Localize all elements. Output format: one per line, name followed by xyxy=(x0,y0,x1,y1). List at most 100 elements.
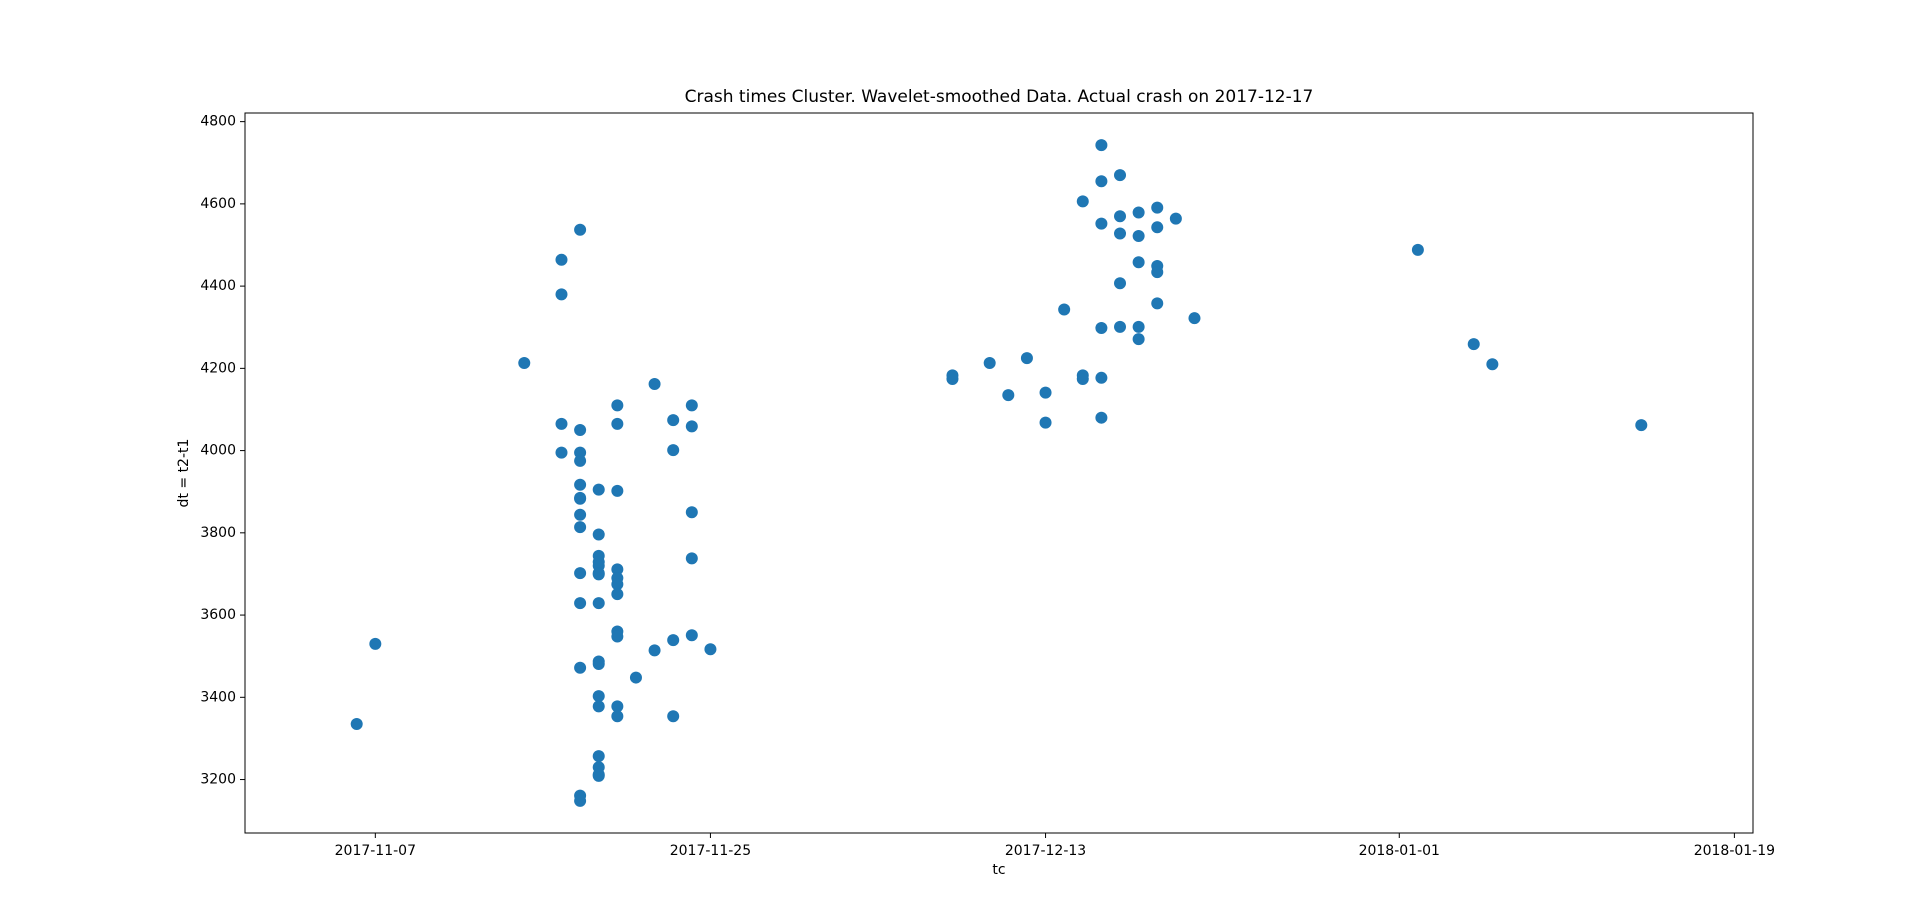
scatter-point xyxy=(574,454,587,467)
scatter-point xyxy=(1002,389,1015,402)
scatter-point xyxy=(574,223,587,236)
scatter-point xyxy=(518,357,531,370)
scatter-point xyxy=(574,794,587,807)
scatter-point xyxy=(1635,419,1648,432)
x-tick-label: 2017-12-13 xyxy=(1005,843,1086,859)
scatter-point xyxy=(1114,277,1127,290)
scatter-point xyxy=(667,414,680,427)
scatter-point xyxy=(1095,322,1108,335)
scatter-point xyxy=(1132,333,1145,346)
scatter-point xyxy=(1169,212,1182,225)
scatter-point xyxy=(611,578,624,591)
x-tick-label: 2018-01-01 xyxy=(1359,843,1440,859)
scatter-point xyxy=(983,357,996,370)
y-tick-label: 3800 xyxy=(200,525,236,541)
scatter-point xyxy=(1114,227,1127,240)
scatter-point xyxy=(1151,297,1164,310)
scatter-point xyxy=(648,377,661,390)
scatter-point xyxy=(592,597,605,610)
scatter-point xyxy=(369,637,382,650)
scatter-point xyxy=(1188,312,1201,325)
scatter-point xyxy=(1095,175,1108,188)
x-tick-label: 2017-11-07 xyxy=(335,843,416,859)
scatter-point xyxy=(629,671,642,684)
y-axis-label: dt = t2-t1 xyxy=(176,439,192,508)
scatter-point xyxy=(685,399,698,412)
scatter-point xyxy=(350,718,363,731)
scatter-point xyxy=(592,690,605,703)
scatter-point xyxy=(685,506,698,519)
scatter-point xyxy=(1095,411,1108,424)
scatter-point xyxy=(592,700,605,713)
scatter-point xyxy=(1467,338,1480,351)
chart-title: Crash times Cluster. Wavelet-smoothed Da… xyxy=(685,87,1314,107)
scatter-point xyxy=(574,567,587,580)
scatter-point xyxy=(611,417,624,430)
scatter-point xyxy=(611,710,624,723)
x-tick-label: 2018-01-19 xyxy=(1694,843,1775,859)
y-tick-label: 3600 xyxy=(200,607,236,623)
scatter-point xyxy=(574,508,587,521)
scatter-point xyxy=(555,253,568,266)
scatter-point xyxy=(1039,416,1052,429)
y-tick-label: 4000 xyxy=(200,443,236,459)
scatter-point xyxy=(574,424,587,437)
scatter-point xyxy=(574,491,587,504)
scatter-point xyxy=(667,444,680,457)
scatter-point xyxy=(1114,169,1127,182)
scatter-point xyxy=(1151,221,1164,234)
scatter-point xyxy=(1095,371,1108,384)
scatter-point xyxy=(611,588,624,601)
scatter-point xyxy=(1151,201,1164,214)
scatter-point xyxy=(611,700,624,713)
scatter-point xyxy=(1039,386,1052,399)
plot-frame xyxy=(244,112,1754,834)
scatter-point xyxy=(592,528,605,541)
scatter-point xyxy=(685,552,698,565)
scatter-point xyxy=(1132,206,1145,219)
y-tick-label: 4200 xyxy=(200,360,236,376)
scatter-point xyxy=(611,630,624,643)
scatter-point xyxy=(1076,373,1089,386)
scatter-point xyxy=(1020,352,1033,365)
scatter-point xyxy=(685,420,698,433)
scatter-point xyxy=(1058,303,1071,316)
scatter-point xyxy=(592,483,605,496)
scatter-point xyxy=(574,446,587,459)
scatter-point xyxy=(592,750,605,763)
scatter-point xyxy=(1114,210,1127,223)
y-tick-label: 4600 xyxy=(200,196,236,212)
scatter-point xyxy=(555,288,568,301)
scatter-point xyxy=(574,661,587,674)
y-tick-label: 4400 xyxy=(200,278,236,294)
scatter-point xyxy=(574,597,587,610)
scatter-point xyxy=(667,634,680,647)
scatter-point xyxy=(574,478,587,491)
scatter-point xyxy=(1151,266,1164,279)
scatter-point xyxy=(574,521,587,534)
scatter-point xyxy=(1486,358,1499,371)
scatter-point xyxy=(1076,195,1089,208)
x-axis-label: tc xyxy=(992,862,1005,878)
scatter-point xyxy=(667,710,680,723)
scatter-point xyxy=(1132,256,1145,269)
scatter-point xyxy=(611,399,624,412)
scatter-point xyxy=(1114,320,1127,333)
scatter-point xyxy=(555,417,568,430)
scatter-point xyxy=(648,644,661,657)
scatter-point xyxy=(946,369,959,382)
y-tick-label: 3200 xyxy=(200,772,236,788)
scatter-point xyxy=(1095,139,1108,152)
scatter-point xyxy=(592,568,605,581)
scatter-point xyxy=(1132,320,1145,333)
y-tick-label: 3400 xyxy=(200,689,236,705)
scatter-point xyxy=(1132,229,1145,242)
scatter-point xyxy=(1411,243,1424,256)
scatter-point xyxy=(685,629,698,642)
scatter-point xyxy=(555,446,568,459)
y-tick-label: 4800 xyxy=(200,114,236,130)
scatter-point xyxy=(592,655,605,668)
scatter-point xyxy=(704,643,717,656)
